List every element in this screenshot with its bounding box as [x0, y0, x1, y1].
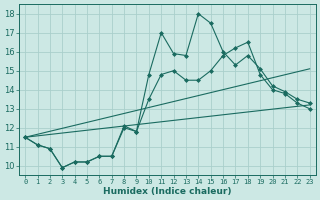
- X-axis label: Humidex (Indice chaleur): Humidex (Indice chaleur): [103, 187, 232, 196]
